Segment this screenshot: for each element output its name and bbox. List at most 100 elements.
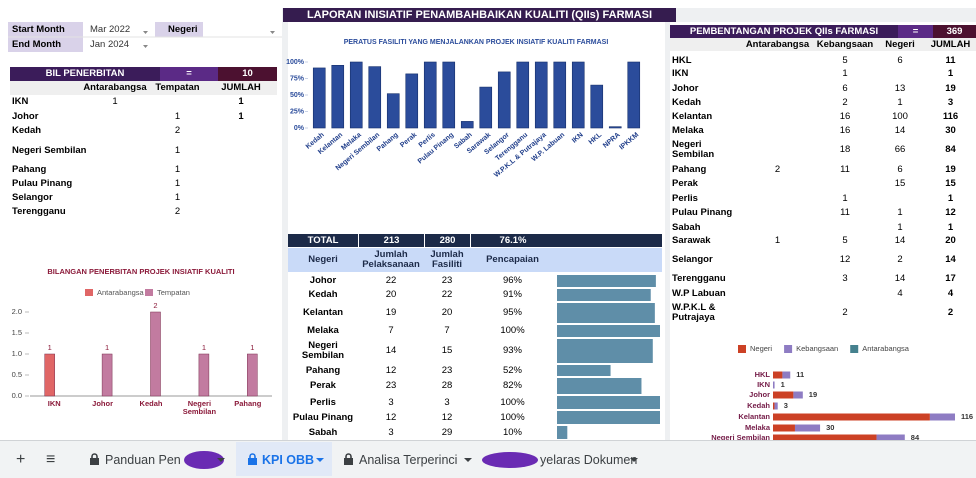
table-value: 16: [815, 110, 875, 124]
row-label: Johor: [288, 274, 358, 288]
lock-icon: [89, 453, 100, 466]
filter-label: End Month: [12, 38, 84, 52]
row-label: Perlis: [288, 395, 358, 410]
column-header: Kebangsaan: [815, 38, 875, 51]
table-value: 10%: [470, 425, 555, 440]
row-label: Pahang: [12, 163, 97, 177]
table-value: 100%: [470, 324, 555, 338]
column-header: JUMLAH: [205, 81, 277, 95]
table-value: 52%: [470, 364, 555, 377]
column-header: Tempatan: [150, 81, 205, 95]
add-sheet[interactable]: +: [16, 451, 25, 469]
column-header: JUMLAH: [925, 38, 976, 51]
table-value: 23: [358, 377, 424, 395]
total-value: 76.1%: [470, 234, 555, 247]
dropdown-arrow[interactable]: [316, 458, 324, 463]
table-value: 100%: [470, 395, 555, 410]
table-value: 5: [815, 54, 875, 68]
table-value: 100%: [470, 410, 555, 425]
table-value: 96%: [470, 274, 555, 288]
row-label: Kelantan: [288, 302, 358, 324]
table-value: 12: [815, 248, 875, 272]
lock-icon: [247, 453, 258, 466]
column-header: Jumlah Pelaksanaan: [358, 248, 424, 272]
sheet-tab-active[interactable]: KPI OBB: [262, 453, 314, 467]
row-label: Terengganu: [672, 272, 736, 286]
row-label: Melaka: [288, 324, 358, 338]
table-value: 15: [424, 338, 470, 364]
row-label: Pulau Pinang: [672, 206, 736, 220]
table-value: 1: [150, 163, 205, 177]
x-tick-label: Kedah: [127, 400, 175, 422]
total-value: 280: [424, 234, 470, 247]
row-label: W.P.K.L & Putrajaya: [672, 301, 736, 325]
table-value: 4: [925, 287, 976, 301]
filter-label: Negeri: [168, 23, 204, 37]
row-label: Negeri Sembilan: [672, 138, 736, 162]
table-value: 2: [925, 301, 976, 325]
row-label: Melaka: [672, 124, 736, 138]
table-value: 30: [925, 124, 976, 138]
table-title: PEMBENTANGAN PROJEK QIIs FARMASI: [670, 25, 898, 38]
row-label: Selangor: [12, 191, 97, 205]
table-value: 11: [815, 206, 875, 220]
row-label: IKN: [672, 67, 736, 81]
table-title: BIL PENERBITAN: [10, 67, 160, 81]
x-tick-label: Johor: [78, 400, 126, 422]
dropdown-arrow[interactable]: [630, 458, 638, 463]
table-value: 7: [424, 324, 470, 338]
table-value: 2: [150, 205, 205, 219]
table-total: 369: [933, 25, 976, 38]
row-label: Sabah: [672, 221, 736, 234]
table-value: 2: [150, 124, 205, 138]
table-value: 20: [925, 234, 976, 248]
table-value: 6: [815, 82, 875, 96]
body: { "header": {"title": "LAPORAN INISIATIF…: [0, 0, 976, 477]
table-value: 3: [815, 272, 875, 286]
column-header: Jumlah Fasiliti: [424, 248, 470, 272]
sheet-tab[interactable]: Analisa Terperinci: [359, 453, 457, 467]
total-label: TOTAL: [288, 234, 358, 247]
all-sheets[interactable]: ≡: [46, 451, 55, 469]
table-value: 19: [925, 163, 976, 177]
dropdown-arrow[interactable]: [464, 458, 472, 463]
table-value: 3: [358, 425, 424, 440]
table-value: 22: [424, 288, 470, 302]
lock-icon: [343, 453, 354, 466]
table-value: 12: [424, 410, 470, 425]
row-label: Sarawak: [672, 234, 736, 248]
table-equals: =: [898, 25, 933, 38]
table-value: 66: [875, 138, 925, 162]
filter-label: Start Month: [12, 23, 84, 37]
table-value: 11: [815, 163, 875, 177]
sheet-tab[interactable]: yelaras Dokumen: [540, 453, 637, 467]
table-value: 3: [424, 395, 470, 410]
table-value: 29: [424, 425, 470, 440]
row-label: W.P Labuan: [672, 287, 736, 301]
table-value: 82%: [470, 377, 555, 395]
row-label: Perak: [288, 377, 358, 395]
table-value: 1: [740, 234, 815, 248]
sheet-tab[interactable]: Panduan Pen: [105, 453, 181, 467]
column-header: Pencapaian: [470, 248, 555, 272]
content: LAPORAN INISIATIF PENAMBAHBAIKAN KUALITI…: [0, 0, 976, 477]
table-value: 12: [358, 364, 424, 377]
table-value: 20: [358, 288, 424, 302]
table-value: 1: [875, 96, 925, 110]
row-label: Perlis: [672, 192, 736, 206]
x-tick-label: Pahang: [224, 400, 272, 422]
dropdown-arrow[interactable]: [217, 458, 225, 463]
column-header: Antarabangsa: [80, 81, 150, 95]
row-label: Terengganu: [12, 205, 97, 219]
table-value: 14: [925, 248, 976, 272]
table-value: 1: [80, 95, 150, 109]
row-label: Sabah: [288, 425, 358, 440]
row-label: HKL: [672, 54, 736, 68]
table-value: 1: [875, 221, 925, 234]
page: QIIs Farmasi body { margin: 0; width: 97…: [0, 0, 976, 477]
row-label: Pahang: [672, 163, 736, 177]
row-label: Pahang: [288, 364, 358, 377]
table-value: 1: [925, 221, 976, 234]
table-value: 23: [424, 274, 470, 288]
table-value: 91%: [470, 288, 555, 302]
